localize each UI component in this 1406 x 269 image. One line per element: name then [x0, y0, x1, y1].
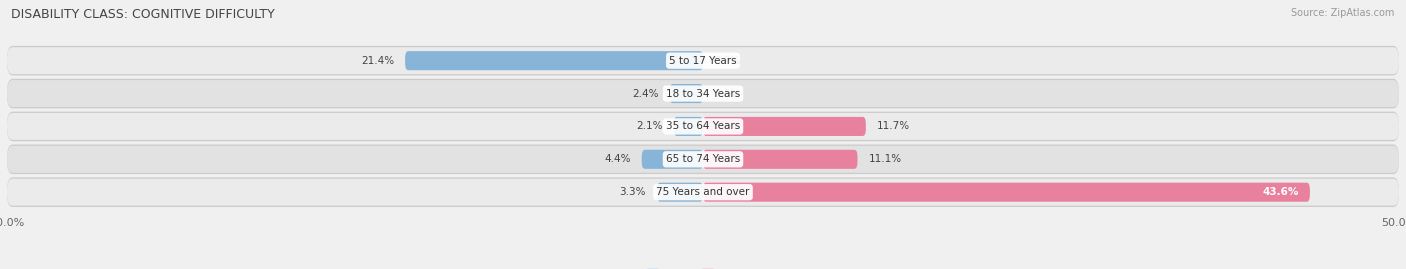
FancyBboxPatch shape	[703, 150, 858, 169]
Text: 35 to 64 Years: 35 to 64 Years	[666, 121, 740, 132]
FancyBboxPatch shape	[405, 51, 703, 70]
FancyBboxPatch shape	[7, 80, 1399, 107]
Text: 2.4%: 2.4%	[631, 89, 658, 98]
Text: 3.3%: 3.3%	[620, 187, 645, 197]
Text: 11.7%: 11.7%	[877, 121, 910, 132]
FancyBboxPatch shape	[7, 144, 1399, 174]
Text: 21.4%: 21.4%	[361, 56, 394, 66]
Text: 75 Years and over: 75 Years and over	[657, 187, 749, 197]
FancyBboxPatch shape	[7, 179, 1399, 206]
FancyBboxPatch shape	[7, 146, 1399, 173]
Text: 4.4%: 4.4%	[605, 154, 631, 164]
Legend: Male, Female: Male, Female	[643, 265, 763, 269]
FancyBboxPatch shape	[7, 112, 1399, 141]
Text: Source: ZipAtlas.com: Source: ZipAtlas.com	[1291, 8, 1395, 18]
FancyBboxPatch shape	[669, 84, 703, 103]
FancyBboxPatch shape	[7, 177, 1399, 207]
Text: 11.1%: 11.1%	[869, 154, 901, 164]
Text: 2.1%: 2.1%	[636, 121, 662, 132]
Text: 65 to 74 Years: 65 to 74 Years	[666, 154, 740, 164]
Text: 5 to 17 Years: 5 to 17 Years	[669, 56, 737, 66]
FancyBboxPatch shape	[7, 46, 1399, 76]
FancyBboxPatch shape	[7, 47, 1399, 74]
FancyBboxPatch shape	[7, 113, 1399, 140]
FancyBboxPatch shape	[641, 150, 703, 169]
Text: 0.0%: 0.0%	[714, 56, 741, 66]
Text: 0.0%: 0.0%	[714, 89, 741, 98]
FancyBboxPatch shape	[703, 117, 866, 136]
FancyBboxPatch shape	[7, 79, 1399, 108]
Text: 43.6%: 43.6%	[1263, 187, 1299, 197]
FancyBboxPatch shape	[673, 117, 703, 136]
FancyBboxPatch shape	[703, 183, 1310, 202]
Text: 18 to 34 Years: 18 to 34 Years	[666, 89, 740, 98]
Text: DISABILITY CLASS: COGNITIVE DIFFICULTY: DISABILITY CLASS: COGNITIVE DIFFICULTY	[11, 8, 276, 21]
FancyBboxPatch shape	[657, 183, 703, 202]
